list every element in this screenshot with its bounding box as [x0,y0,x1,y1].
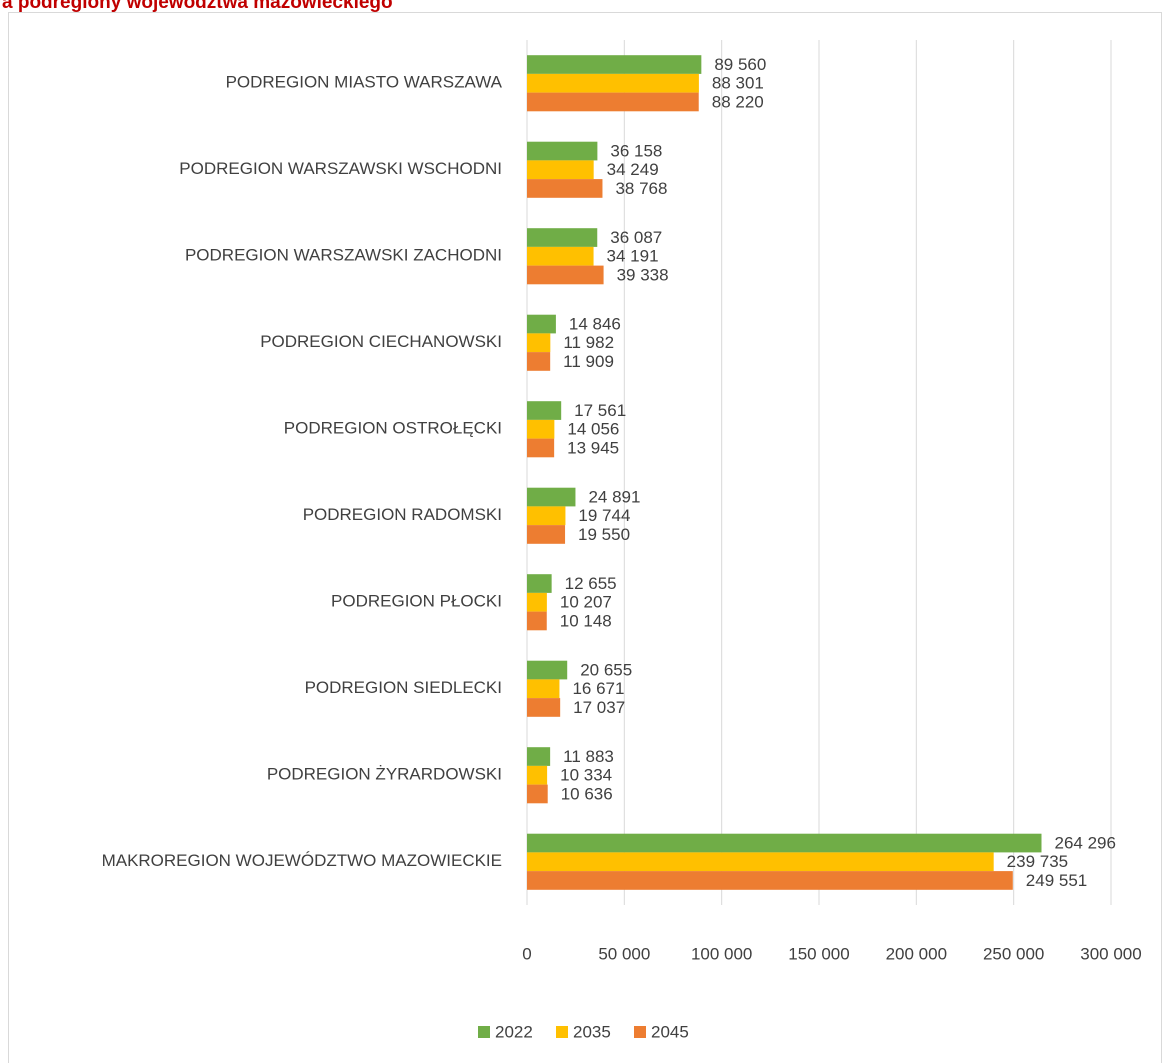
y-tick-label: PODREGION WARSZAWSKI WSCHODNI [179,159,502,178]
bar [527,487,576,507]
bar [527,592,547,612]
data-label: 10 636 [561,784,613,803]
bar [527,352,551,371]
data-label: 264 296 [1054,834,1115,853]
bar [527,852,994,872]
bar [527,141,598,161]
bar [527,246,594,266]
bar [527,660,568,680]
bar [527,333,551,353]
bar [527,179,603,198]
data-label: 14 056 [567,420,619,439]
bar [527,784,548,804]
x-tick-label: 50 000 [598,944,650,963]
y-tick-label: PODREGION OSTROŁĘCKI [284,419,502,438]
data-label: 239 735 [1007,852,1068,871]
data-label: 10 207 [560,593,612,612]
bar [527,228,598,247]
bar [527,525,566,544]
bar [527,747,551,766]
x-tick-label: 250 000 [983,944,1044,963]
x-tick-label: 0 [522,944,531,963]
data-label: 14 846 [569,315,621,334]
data-label: 38 768 [615,179,667,198]
data-label: 13 945 [567,438,619,457]
data-label: 89 560 [714,55,766,74]
bar [527,698,561,717]
data-label: 36 087 [610,228,662,247]
x-tick-label: 200 000 [886,944,947,963]
bar [527,833,1042,853]
chart-border [8,12,1162,1063]
bar [527,611,547,631]
data-label: 10 334 [560,766,612,785]
bar [527,55,702,74]
bar [527,871,1013,890]
y-tick-label: PODREGION CIECHANOWSKI [260,332,502,351]
data-label: 11 909 [563,352,614,371]
legend-swatch [634,1026,646,1038]
data-label: 17 561 [574,401,626,420]
data-label: 17 037 [573,698,625,717]
data-label: 36 158 [610,142,662,161]
data-label: 11 982 [563,333,614,352]
x-tick-label: 100 000 [691,944,752,963]
data-label: 20 655 [580,661,632,680]
bar [527,401,562,420]
data-label: 19 744 [578,506,630,525]
data-label: 39 338 [617,265,669,284]
y-tick-label: PODREGION PŁOCKI [331,592,502,611]
y-tick-label: PODREGION SIEDLECKI [305,678,502,697]
legend-label: 2045 [651,1022,689,1041]
bar [527,160,594,180]
data-label: 10 148 [560,611,612,630]
bar [527,73,699,93]
bar [527,314,556,334]
x-tick-label: 150 000 [788,944,849,963]
data-label: 16 671 [572,679,624,698]
data-label: 12 655 [565,574,617,593]
bar [527,574,552,593]
bar [527,265,604,285]
y-tick-label: MAKROREGION WOJEWÓDZTWO MAZOWIECKIE [102,851,502,870]
bar [527,506,566,526]
data-label: 249 551 [1026,871,1087,890]
bar [527,679,560,699]
bar [527,765,548,785]
bar [527,438,555,458]
y-tick-label: PODREGION ŻYRARDOWSKI [267,765,502,784]
legend-label: 2022 [495,1022,533,1041]
legend-swatch [478,1026,490,1038]
y-tick-label: PODREGION MIASTO WARSZAWA [226,73,503,92]
data-label: 34 249 [607,160,659,179]
bar [527,92,699,112]
legend-label: 2035 [573,1022,611,1041]
x-tick-label: 300 000 [1080,944,1141,963]
data-label: 34 191 [607,247,659,266]
data-label: 24 891 [588,488,640,507]
y-tick-label: PODREGION RADOMSKI [303,505,502,524]
y-tick-label: PODREGION WARSZAWSKI ZACHODNI [185,246,502,265]
chart-title: a podregiony województwa mazowieckiego [2,0,393,13]
legend-swatch [556,1026,568,1038]
data-label: 88 220 [712,92,764,111]
data-label: 11 883 [563,747,614,766]
bar [527,419,555,439]
data-label: 19 550 [578,525,630,544]
data-label: 88 301 [712,74,764,93]
